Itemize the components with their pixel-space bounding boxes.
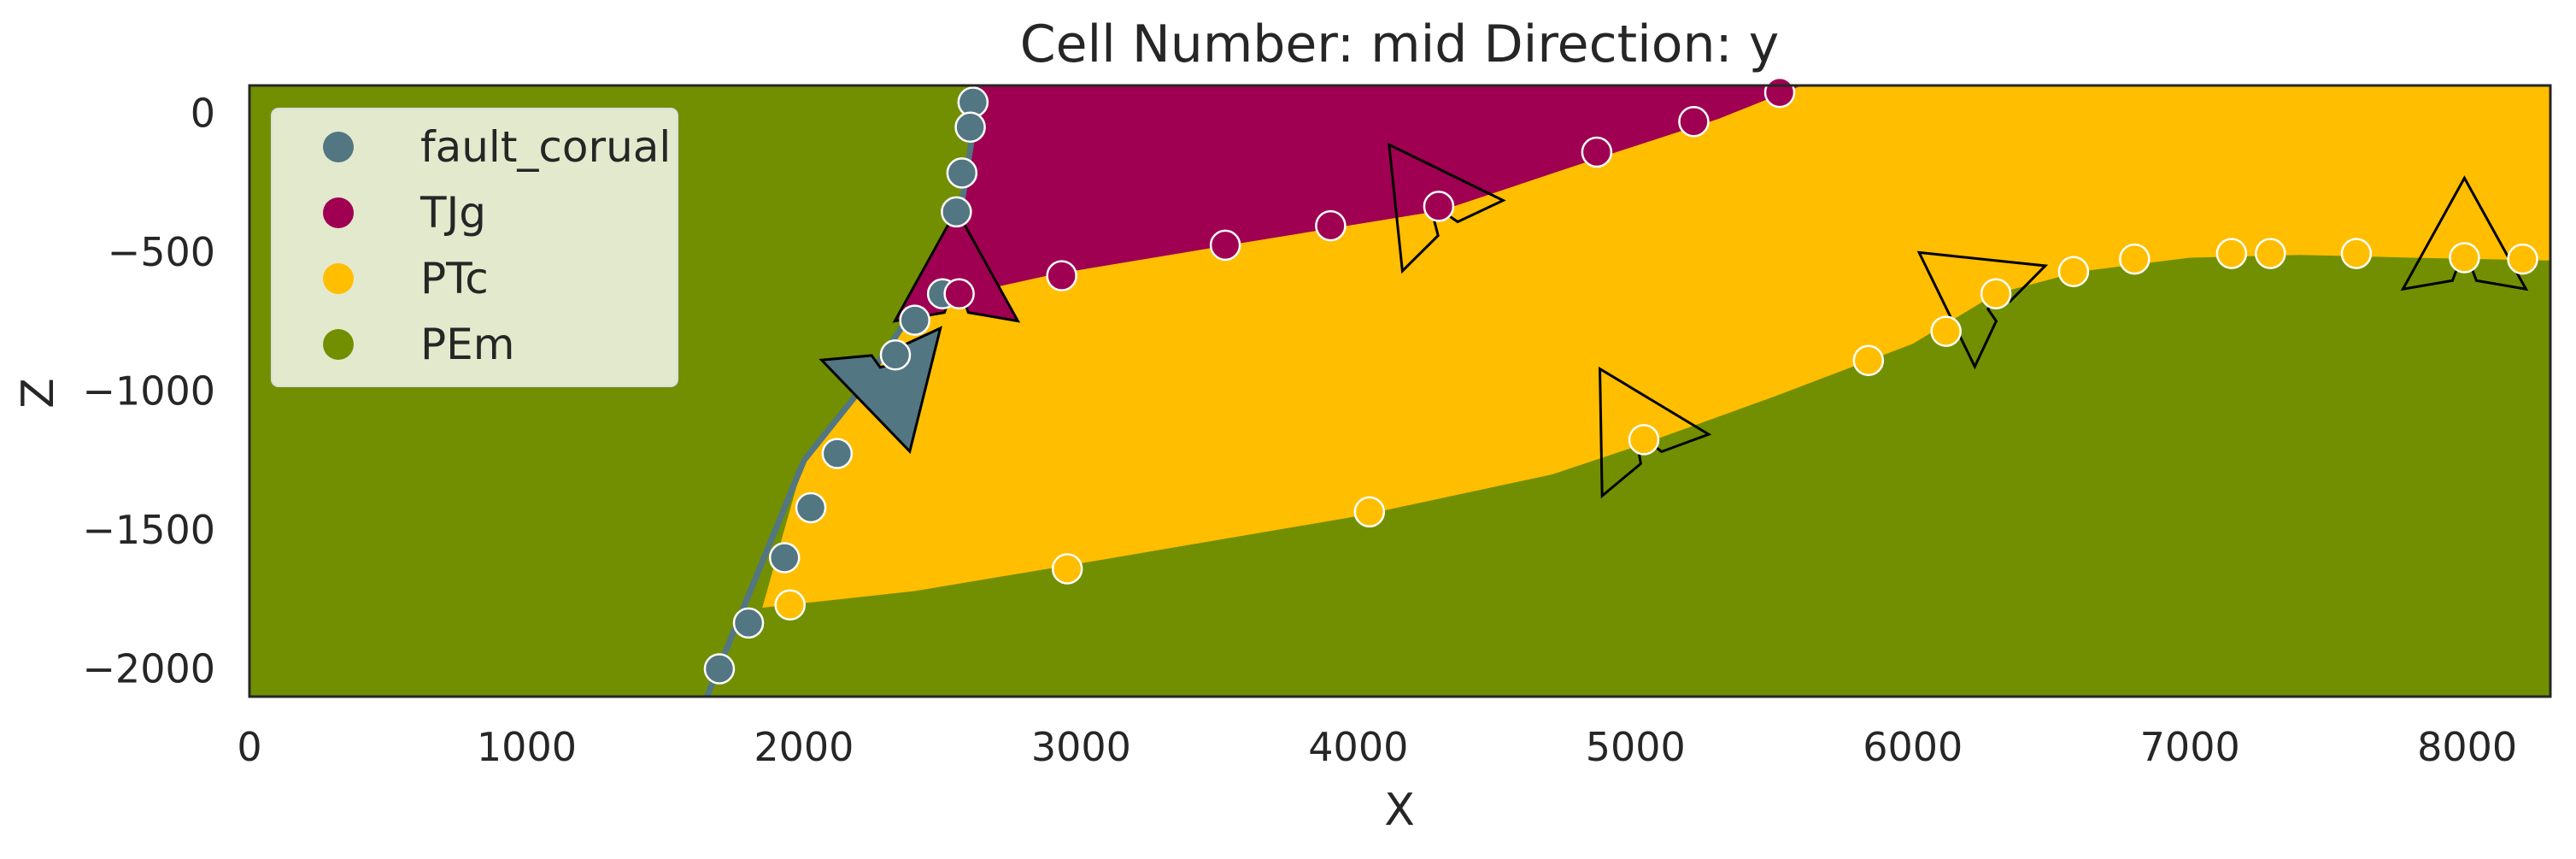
legend-label-TJg: TJg — [420, 188, 486, 238]
x-tick-label-1: 1000 — [477, 724, 577, 770]
orientation-marker — [1388, 142, 1506, 274]
legend-box — [271, 108, 678, 387]
x-tick-label-6: 6000 — [1863, 724, 1963, 770]
plot-area — [248, 76, 2552, 698]
x-tick-label-0: 0 — [237, 724, 261, 770]
point-fault_corual-8 — [795, 491, 827, 524]
y-axis-label: Z — [13, 378, 64, 409]
point-fault_corual-11 — [703, 653, 736, 685]
point-TJg-2 — [1209, 229, 1241, 262]
point-TJg-4 — [1423, 191, 1455, 222]
legend-marker-fault_corual — [323, 132, 354, 162]
legend-marker-TJg — [323, 197, 354, 228]
point-fault_corual-5 — [899, 304, 930, 336]
point-fault_corual-3 — [941, 196, 972, 228]
point-TJg-1 — [1046, 260, 1077, 291]
orientation-marker — [2400, 175, 2529, 291]
point-PTc-12 — [2449, 242, 2480, 274]
point-TJg-3 — [1315, 209, 1347, 242]
point-PTc-1 — [1051, 553, 1083, 585]
point-fault_corual-9 — [768, 542, 801, 574]
legend-label-PTc: PTc — [420, 254, 489, 303]
point-fault_corual-6 — [879, 339, 912, 371]
point-TJg-5 — [1581, 136, 1613, 168]
point-PTc-0 — [774, 589, 806, 621]
y-tick-label-3: −1500 — [82, 507, 215, 553]
y-tick-label-0: 0 — [191, 91, 215, 137]
plot-frame — [248, 84, 2552, 698]
orientation-arrow-5 — [2400, 175, 2529, 291]
point-PTc-9 — [2215, 238, 2248, 269]
x-tick-label-4: 4000 — [1308, 724, 1408, 770]
point-PTc-6 — [1980, 278, 2012, 309]
y-axis-ticks: 0 −500 −1000 −1500 −2000 — [82, 91, 215, 692]
x-tick-label-2: 2000 — [754, 724, 854, 770]
legend-label-fault_corual: fault_corual — [420, 122, 671, 172]
legend-marker-PTc — [323, 263, 354, 294]
legend-label-PEm: PEm — [420, 320, 514, 369]
point-PTc-7 — [2057, 256, 2090, 287]
point-TJg-0 — [943, 278, 975, 309]
y-tick-label-1: −500 — [108, 229, 215, 275]
y-tick-label-4: −2000 — [82, 646, 215, 692]
point-TJg-7 — [1763, 76, 1796, 109]
point-fault_corual-2 — [946, 157, 978, 189]
point-PTc-3 — [1628, 424, 1660, 456]
point-PTc-8 — [2119, 243, 2151, 275]
x-axis-label: X — [1384, 785, 1415, 836]
point-fault_corual-1 — [954, 111, 986, 143]
x-tick-label-7: 7000 — [2140, 724, 2240, 770]
region-TJg — [956, 85, 1802, 294]
point-PTc-13 — [2507, 243, 2538, 275]
point-PTc-11 — [2340, 238, 2373, 269]
legend-marker-PEm — [323, 329, 354, 360]
point-PTc-2 — [1353, 496, 1386, 528]
x-tick-label-8: 8000 — [2417, 724, 2517, 770]
y-tick-label-2: −1000 — [82, 368, 215, 415]
point-fault_corual-7 — [821, 438, 854, 469]
x-tick-label-5: 5000 — [1586, 724, 1686, 770]
point-PTc-10 — [2255, 238, 2286, 269]
chart-title: Cell Number: mid Direction: y — [1020, 15, 1780, 74]
legend: fault_corual TJg PTc PEm — [271, 108, 678, 387]
point-TJg-6 — [1678, 106, 1710, 138]
orientation-arrow-2 — [1388, 142, 1506, 274]
point-PTc-5 — [1930, 315, 1962, 347]
x-tick-label-3: 3000 — [1031, 724, 1131, 770]
point-fault_corual-10 — [732, 607, 765, 639]
point-PTc-4 — [1852, 344, 1885, 376]
x-axis-ticks: 0 1000 2000 3000 4000 5000 6000 7000 8000 — [237, 724, 2517, 770]
